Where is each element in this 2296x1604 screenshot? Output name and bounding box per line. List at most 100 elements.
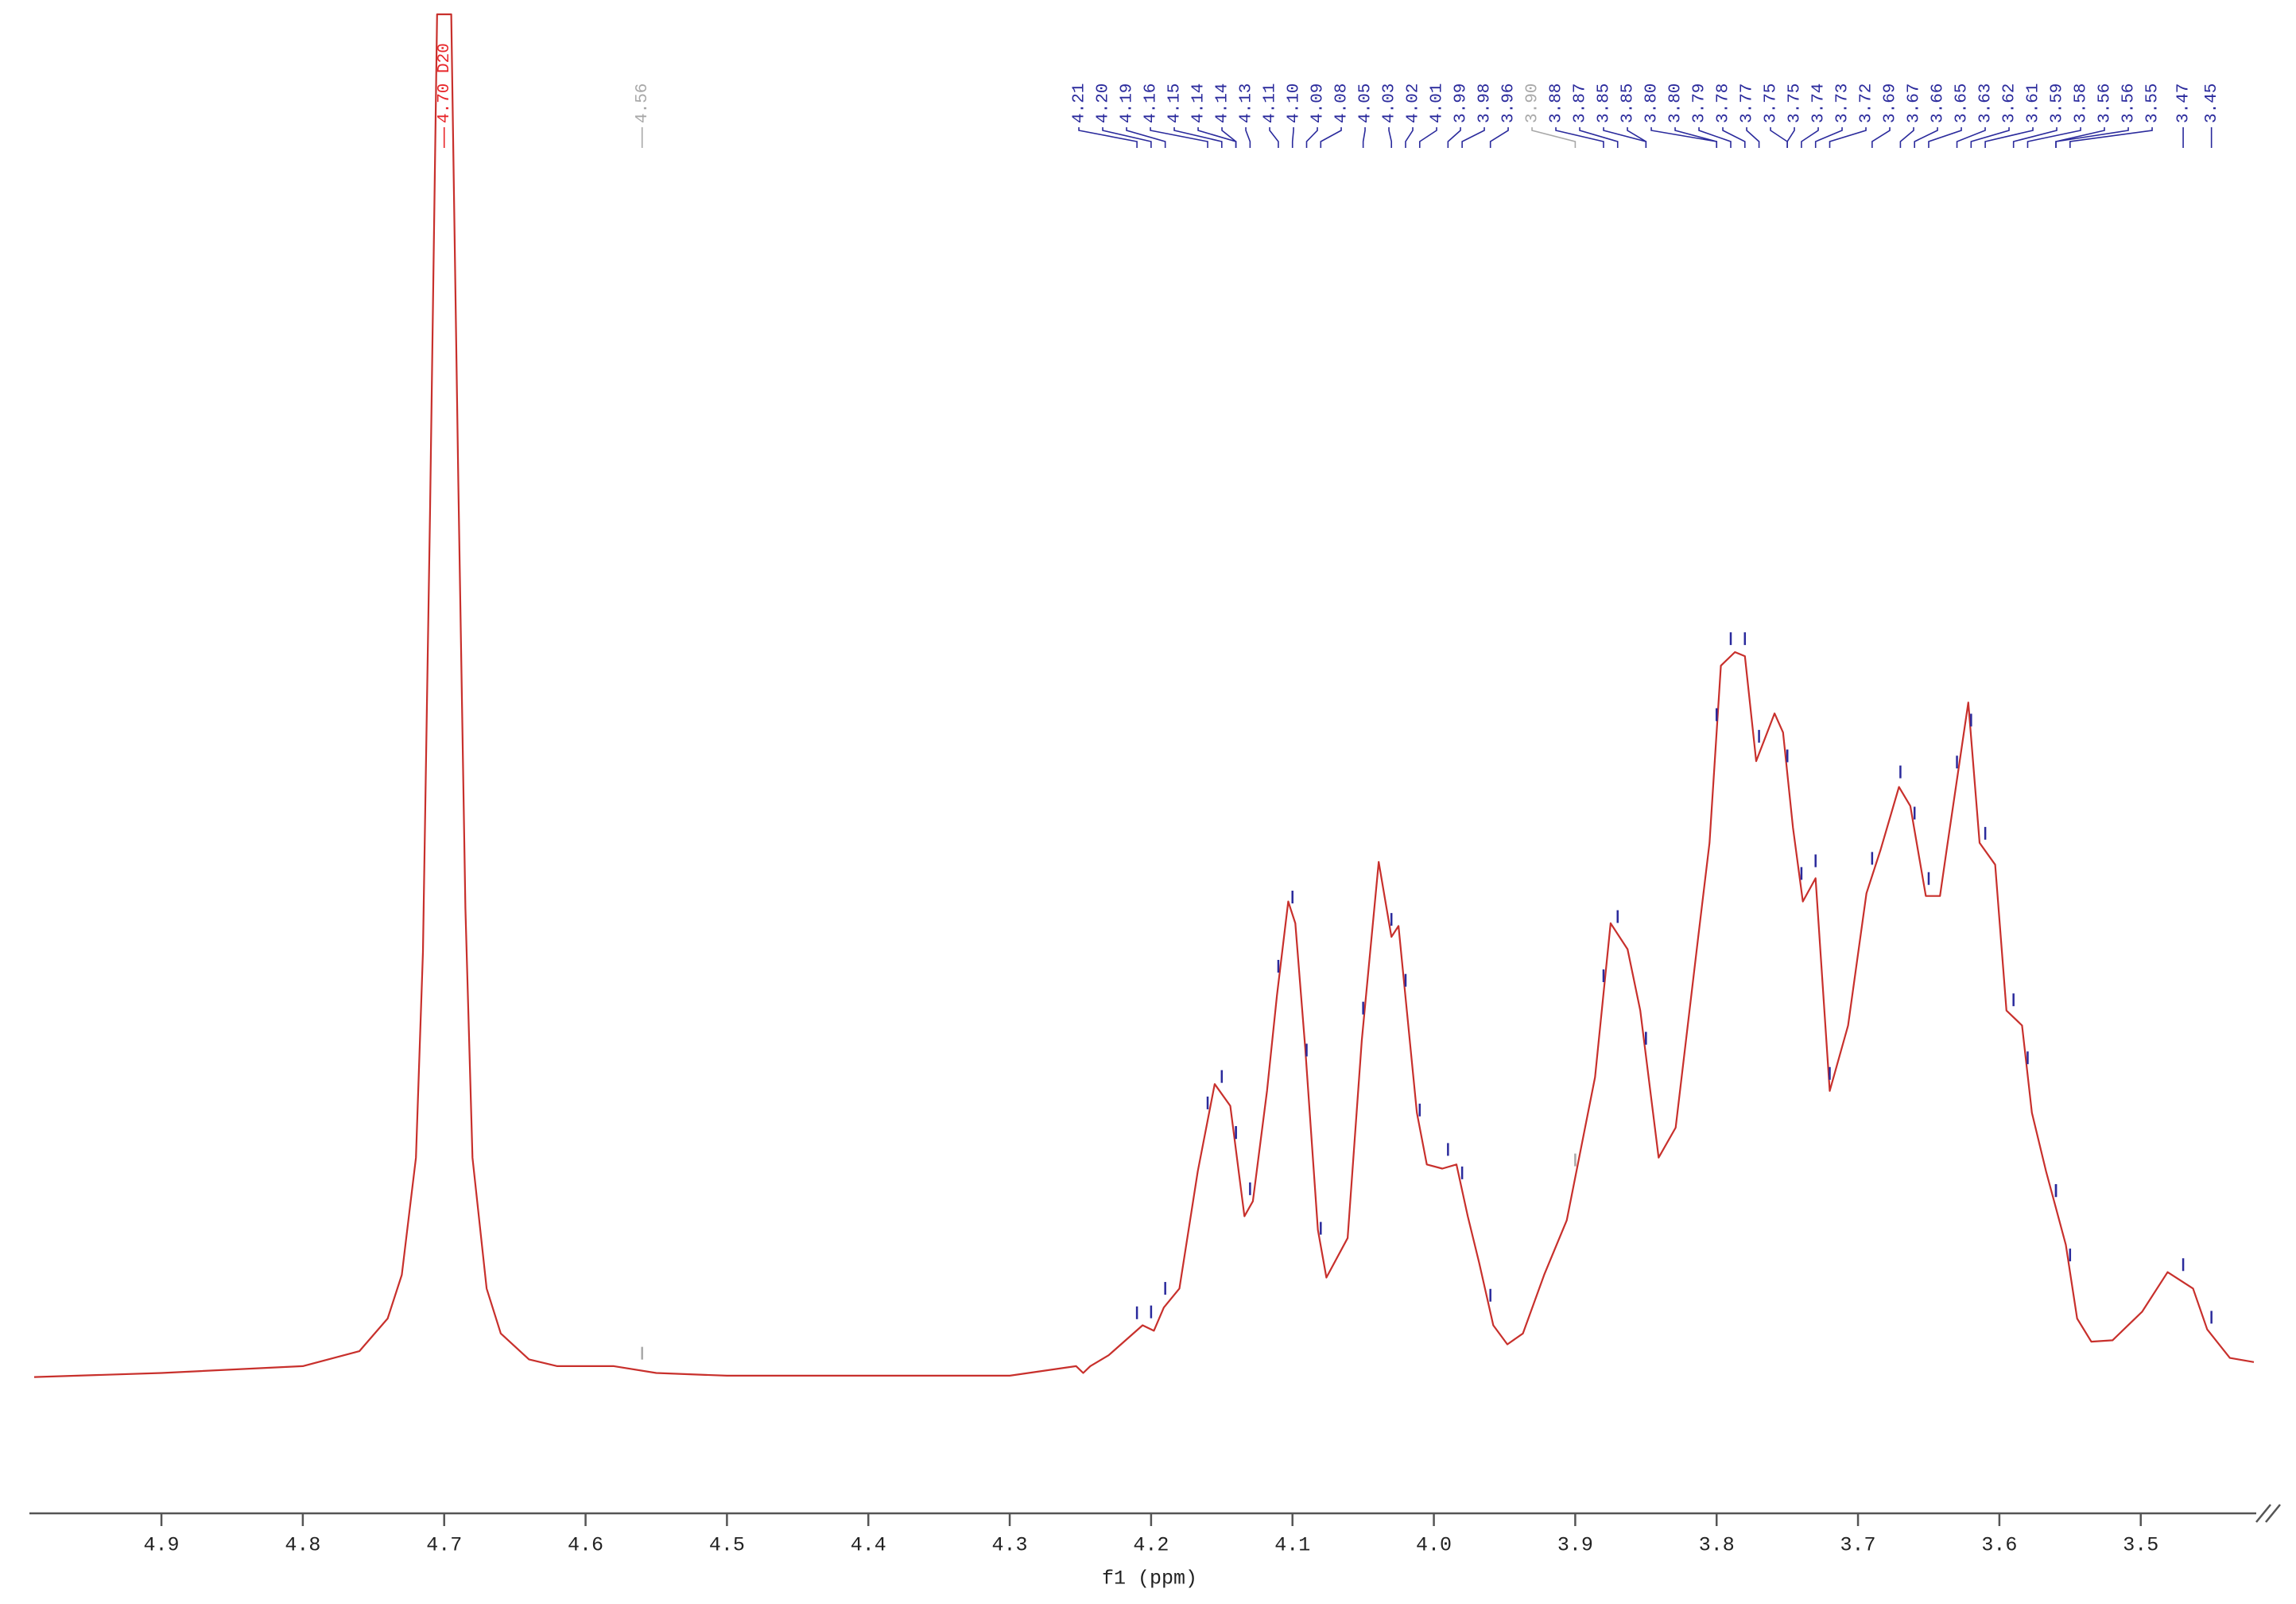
peak-label: 3.79 (1691, 84, 1709, 123)
peak-connector (1173, 127, 1223, 148)
peak-label: 3.85 (1596, 84, 1614, 123)
peak-connector (1078, 127, 1138, 148)
peak-connector (1555, 127, 1604, 148)
peak-label: 4.13 (1238, 84, 1256, 123)
x-tick-label: 4.9 (144, 1534, 180, 1557)
peak-connector (1102, 127, 1152, 148)
peak-connector (1405, 127, 1414, 148)
peak-connector (1871, 127, 1891, 148)
peak-connector (1531, 127, 1577, 148)
peak-connector (1489, 127, 1509, 148)
peak-label: 3.80 (1667, 84, 1685, 123)
peak-label: 4.10 (1286, 84, 1304, 123)
peak-connector (1829, 127, 1867, 148)
peak-label: 3.74 (1810, 84, 1829, 123)
peak-connector (1956, 127, 1986, 148)
x-tick-label: 3.5 (2123, 1534, 2158, 1557)
peak-connector (2012, 127, 2057, 148)
axis-break (2255, 1504, 2271, 1523)
peak-connector (1461, 127, 1485, 148)
axis-break (2265, 1504, 2281, 1523)
peak-connector (1627, 127, 1647, 148)
peak-connector (1305, 127, 1318, 148)
peak-label: 4.01 (1429, 84, 1447, 123)
peak-label: 3.73 (1834, 84, 1852, 123)
peak-label: 4.56 (634, 84, 652, 123)
x-tick-label: 3.9 (1557, 1534, 1593, 1557)
peak-label: 4.21 (1071, 84, 1089, 123)
peak-label: 3.45 (2203, 84, 2221, 123)
peak-connector (1320, 127, 1342, 148)
peak-connector (2055, 127, 2129, 148)
peak-label: 3.58 (2073, 84, 2091, 123)
x-tick-label: 4.0 (1416, 1534, 1452, 1557)
peak-label: 3.56 (2096, 84, 2115, 123)
peak-connector (1899, 127, 1914, 148)
peak-label: 3.55 (2144, 84, 2162, 123)
peak-label: 4.20 (1095, 84, 1113, 123)
x-tick-label: 4.4 (851, 1534, 886, 1557)
x-tick-label: 4.3 (992, 1534, 1028, 1557)
peak-connector (1801, 127, 1819, 148)
spectrum-line (33, 13, 2255, 1378)
x-tick-label: 4.2 (1133, 1534, 1169, 1557)
peak-connector (1579, 127, 1619, 148)
peak-label: 4.15 (1166, 84, 1185, 123)
peak-connector (1928, 127, 1962, 148)
x-tick-label: 3.6 (1981, 1534, 2017, 1557)
peak-label: 3.87 (1572, 84, 1590, 123)
peak-label: 3.77 (1739, 84, 1757, 123)
x-tick-label: 4.6 (568, 1534, 603, 1557)
peak-connector (1447, 127, 1461, 148)
peak-label: 4.08 (1333, 84, 1352, 123)
peak-connector (1269, 127, 1279, 148)
peak-label: 3.69 (1882, 84, 1900, 123)
peak-connector (1126, 127, 1166, 148)
x-tick-label: 4.7 (426, 1534, 462, 1557)
peak-connector (1221, 127, 1237, 148)
x-tick-label: 3.7 (1840, 1534, 1876, 1557)
peak-label: 3.96 (1500, 84, 1518, 123)
peak-connector (1674, 127, 1718, 148)
peak-connector (1245, 127, 1251, 148)
peak-connector (1914, 127, 1938, 148)
peak-label: 3.98 (1476, 84, 1495, 123)
peak-label: 3.88 (1548, 84, 1566, 123)
peak-connector (1722, 127, 1746, 148)
peak-label: 3.59 (2049, 84, 2067, 123)
x-axis-title: f1 (ppm) (1102, 1567, 1197, 1590)
peak-connector (1814, 127, 1843, 148)
peak-label: 3.63 (1977, 84, 1995, 123)
peak-label: 3.80 (1643, 84, 1662, 123)
peak-connector (1984, 127, 2034, 148)
peak-connector (1150, 127, 1208, 148)
peak-label: 3.85 (1619, 84, 1638, 123)
peak-connector (1746, 127, 1760, 148)
peak-label: 3.66 (1929, 84, 1948, 123)
peak-connector (2026, 127, 2081, 148)
x-tick-label: 4.8 (285, 1534, 320, 1557)
peak-label: 4.03 (1381, 84, 1399, 123)
peak-label: 3.90 (1524, 84, 1542, 123)
peak-label: 4.14 (1214, 84, 1232, 123)
peak-label: 4.11 (1262, 84, 1280, 123)
peak-connector (1418, 127, 1437, 148)
x-tick-label: 4.1 (1274, 1534, 1310, 1557)
peak-label: 3.65 (1953, 84, 1972, 123)
x-tick-label: 3.8 (1699, 1534, 1735, 1557)
peak-label: 3.67 (1906, 84, 1924, 123)
peak-label: 4.16 (1142, 84, 1161, 123)
peak-label: 3.47 (2175, 84, 2193, 123)
peak-connector (1970, 127, 2010, 148)
peak-connector (1786, 127, 1795, 148)
peak-connector (2069, 127, 2153, 148)
peak-label: 3.99 (1452, 84, 1471, 123)
x-tick-label: 4.5 (709, 1534, 745, 1557)
peak-label: 3.75 (1786, 84, 1805, 123)
peak-label: 4.09 (1309, 84, 1328, 123)
peak-connector (1388, 127, 1393, 148)
peak-connector (1698, 127, 1732, 148)
